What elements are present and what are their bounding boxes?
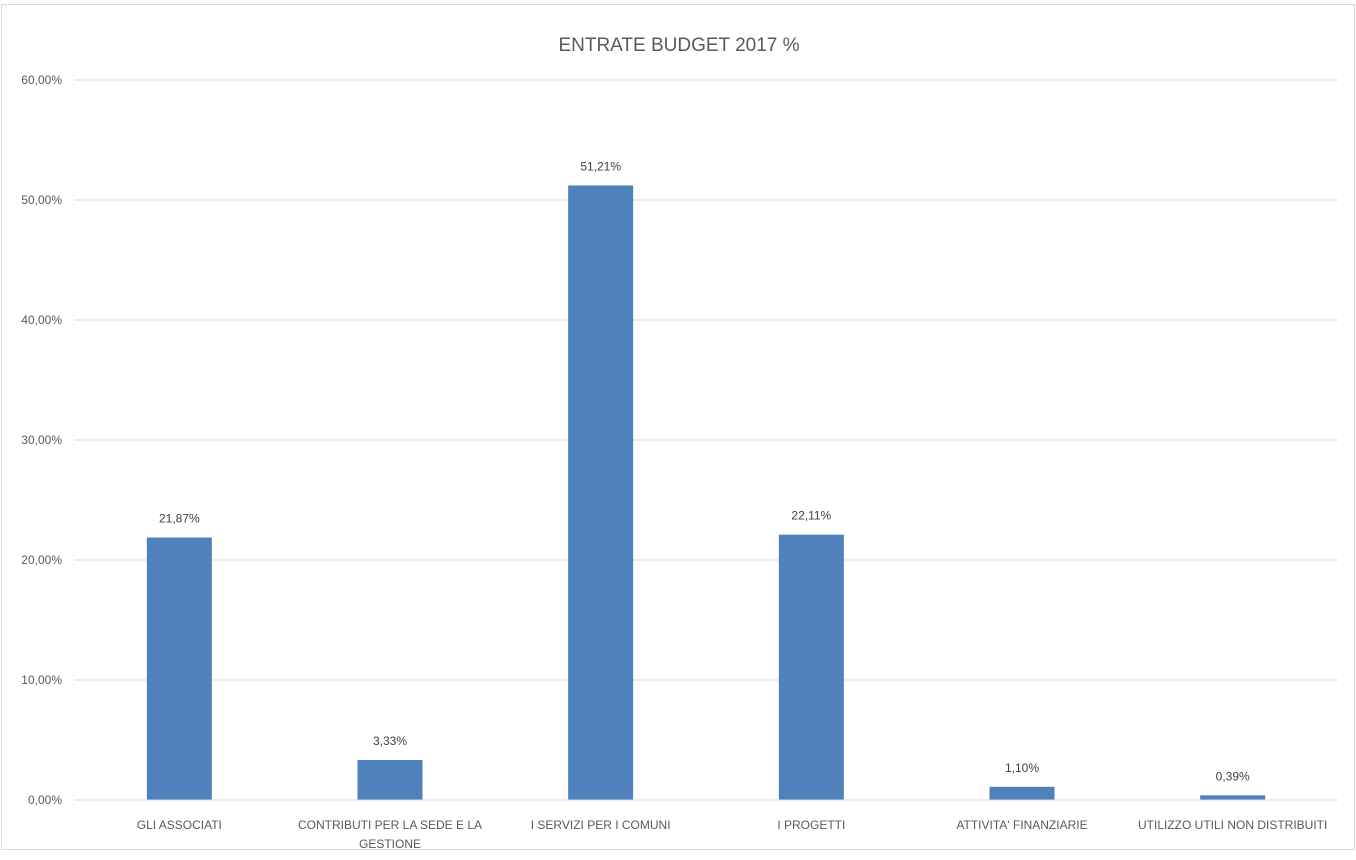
bar	[146, 537, 212, 800]
bar	[989, 786, 1055, 800]
y-tick-label: 0,00%	[28, 793, 62, 807]
y-tick-label: 30,00%	[21, 433, 62, 447]
y-tick-label: 40,00%	[21, 313, 62, 327]
bars	[146, 185, 1266, 801]
data-label: 21,87%	[159, 512, 200, 526]
x-tick-label: ATTIVITA' FINANZIARIE	[956, 818, 1087, 832]
x-tick-label: CONTRIBUTI PER LA SEDE E LA	[298, 818, 482, 832]
gridlines	[74, 79, 1338, 681]
x-tick-label: I SERVIZI PER I COMUNI	[531, 818, 671, 832]
bar	[778, 534, 844, 800]
bar	[1200, 795, 1266, 800]
y-tick-label: 10,00%	[21, 673, 62, 687]
data-label: 3,33%	[373, 734, 407, 748]
data-label: 22,11%	[791, 509, 831, 523]
y-tick-label: 20,00%	[21, 553, 62, 567]
bar	[357, 760, 423, 800]
y-axis: 0,00% 10,00% 20,00% 30,00% 40,00% 50,00% 60,00…	[21, 73, 62, 807]
data-label: 1,10%	[1005, 761, 1039, 775]
y-tick-label: 50,00%	[21, 193, 62, 207]
y-tick-label: 60,00%	[21, 73, 62, 87]
bar	[568, 185, 634, 801]
data-label: 0,39%	[1216, 769, 1250, 783]
data-labels: 21,87% 3,33% 51,21% 22,11% 1,10% 0,39%	[159, 159, 1250, 783]
bar-chart: ENTRATE BUDGET 2017 % 0,00% 10,00% 20,00% 3…	[21, 35, 1338, 851]
x-tick-label: I PROGETTI	[777, 818, 845, 832]
chart-area: ENTRATE BUDGET 2017 % 0,00% 10,00% 20,00% 3…	[1, 4, 1355, 851]
data-label: 51,21%	[580, 159, 621, 173]
x-axis: GLI ASSOCIATI CONTRIBUTI PER LA SEDE E LA…	[74, 799, 1338, 851]
x-tick-label: GLI ASSOCIATI	[137, 818, 222, 832]
x-tick-label: GESTIONE	[359, 837, 421, 851]
x-tick-label: UTILIZZO UTILI NON DISTRIBUITI	[1138, 818, 1327, 832]
chart-title: ENTRATE BUDGET 2017 %	[558, 35, 799, 56]
